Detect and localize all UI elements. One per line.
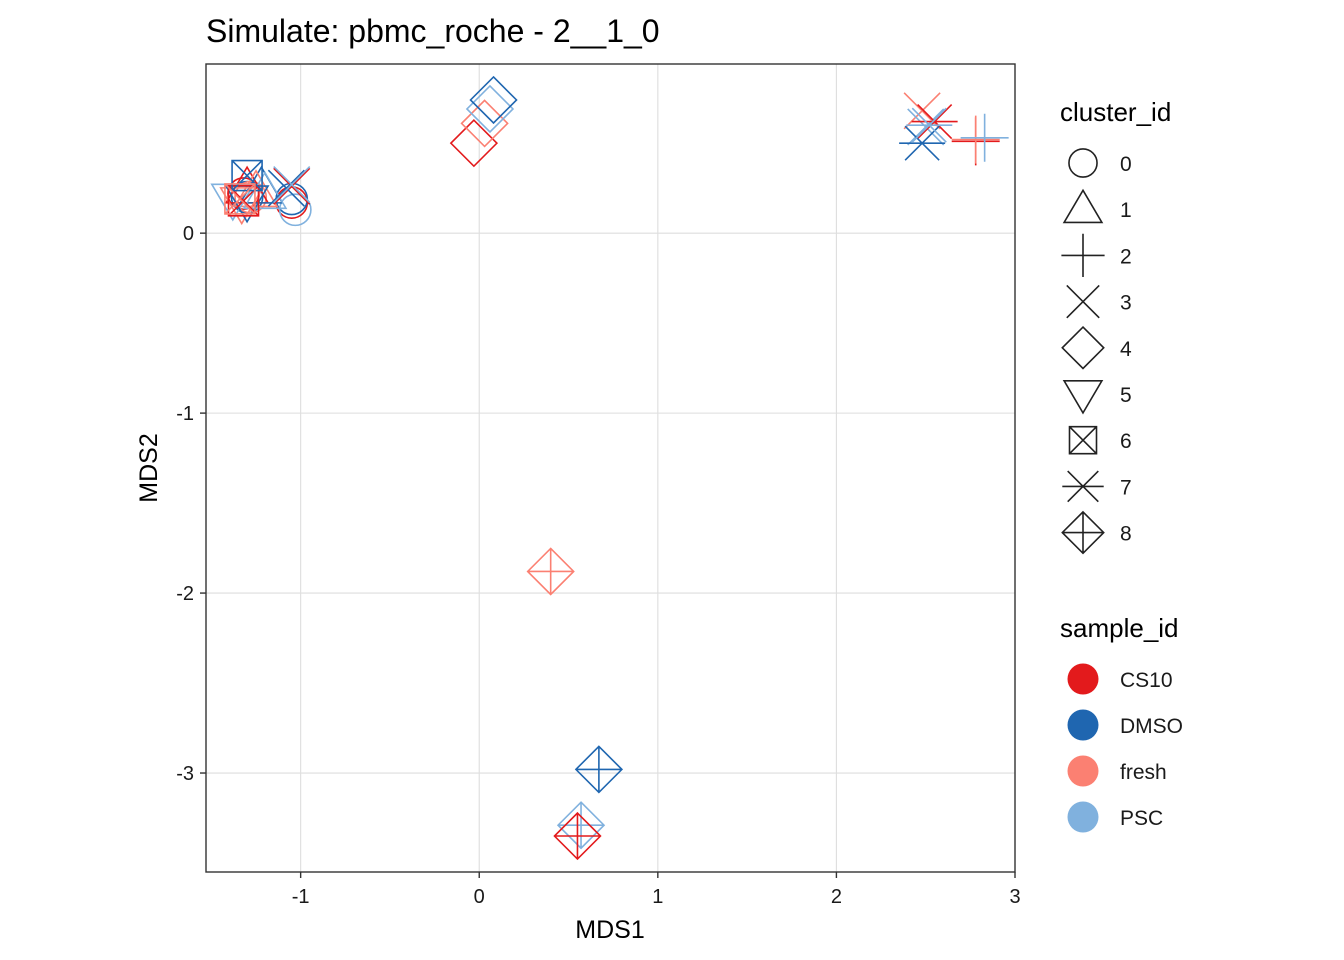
sample-legend-label: fresh [1120, 761, 1167, 784]
point-cluster-8-dmso [574, 745, 624, 794]
x-tick-label: -1 [292, 886, 310, 908]
y-tick-label: -3 [176, 763, 194, 785]
data-points [210, 75, 1009, 861]
legend-color-swatch-dmso [1067, 709, 1099, 741]
point-cluster-4-cs10 [449, 119, 499, 168]
cluster-legend-label: 5 [1120, 384, 1132, 407]
point-cluster-7-dmso [899, 125, 946, 161]
point-cluster-8-cs10 [553, 811, 602, 861]
point-cluster-4-dmso [469, 75, 518, 125]
legend-color-swatch-psc [1067, 801, 1099, 833]
cluster-legend-label: 7 [1120, 476, 1132, 499]
x-tick-label: 0 [474, 886, 485, 908]
legend-plus-icon [1061, 233, 1105, 277]
plot-panel-border [205, 63, 1016, 873]
cluster-id-legend: cluster_id 0 1 2 3 4 5 6 7 8 [1060, 97, 1171, 555]
legend-color-swatch-fresh [1067, 755, 1099, 787]
point-cluster-6-dmso [231, 159, 263, 192]
y-tick-label: -1 [176, 403, 194, 425]
point-cluster-0-fresh [234, 180, 268, 214]
point-cluster-6-fresh [224, 183, 256, 215]
chart-title: Simulate: pbmc_roche - 2__1_0 [206, 13, 660, 49]
y-tick-label: -2 [176, 583, 194, 605]
legend-color-swatch-cs10 [1067, 663, 1099, 695]
point-cluster-7-cs10 [911, 104, 958, 140]
point-cluster-8-fresh [526, 547, 575, 596]
cluster-legend-label: 3 [1120, 292, 1132, 315]
sample-legend-label: PSC [1120, 807, 1163, 830]
cluster-legend-label: 1 [1120, 199, 1132, 222]
axes: -1 0 1 2 3 0 -1 -2 -3 [176, 223, 1020, 908]
x-tick-label: 2 [831, 886, 842, 908]
legend-cross-icon [1066, 284, 1100, 319]
legend-circle-icon [1068, 148, 1098, 178]
legend-asterisk-icon [1062, 470, 1104, 503]
point-cluster-0-psc [278, 193, 312, 227]
sample-id-legend: sample_id CS10 DMSO fresh PSC [1060, 613, 1183, 833]
y-tick-label: 0 [183, 223, 194, 245]
grid-lines [206, 64, 1016, 872]
legend-triangle-icon [1062, 188, 1104, 224]
point-cluster-5-fresh [219, 187, 265, 226]
cluster-legend-label: 4 [1120, 338, 1132, 361]
sample-id-legend-title: sample_id [1060, 613, 1179, 643]
cluster-legend-label: 0 [1120, 153, 1132, 176]
x-tick-label: 3 [1009, 886, 1020, 908]
point-cluster-3-dmso [267, 169, 305, 207]
legend-diamond-plus-icon [1061, 510, 1105, 555]
point-cluster-3-psc [273, 166, 311, 204]
legend-square-cross-icon [1068, 425, 1098, 455]
x-axis-title: MDS1 [575, 916, 644, 944]
legend-diamond-icon [1061, 325, 1105, 370]
point-cluster-7-psc [906, 107, 953, 143]
point-cluster-3-psc [907, 108, 945, 146]
sample-legend-label: DMSO [1120, 715, 1183, 738]
y-axis-title: MDS2 [135, 433, 163, 502]
cluster-legend-label: 8 [1120, 523, 1132, 546]
legend-triangle-down-icon [1062, 379, 1104, 415]
sample-legend-label: CS10 [1120, 669, 1173, 692]
point-cluster-4-psc [465, 84, 515, 134]
point-cluster-2-fresh [951, 115, 1000, 164]
cluster-legend-label: 2 [1120, 245, 1132, 268]
cluster-legend-label: 6 [1120, 430, 1132, 453]
cluster-id-legend-title: cluster_id [1060, 97, 1171, 127]
point-cluster-3-cs10 [273, 167, 311, 205]
x-tick-label: 1 [652, 886, 663, 908]
point-cluster-2-psc [960, 113, 1009, 162]
